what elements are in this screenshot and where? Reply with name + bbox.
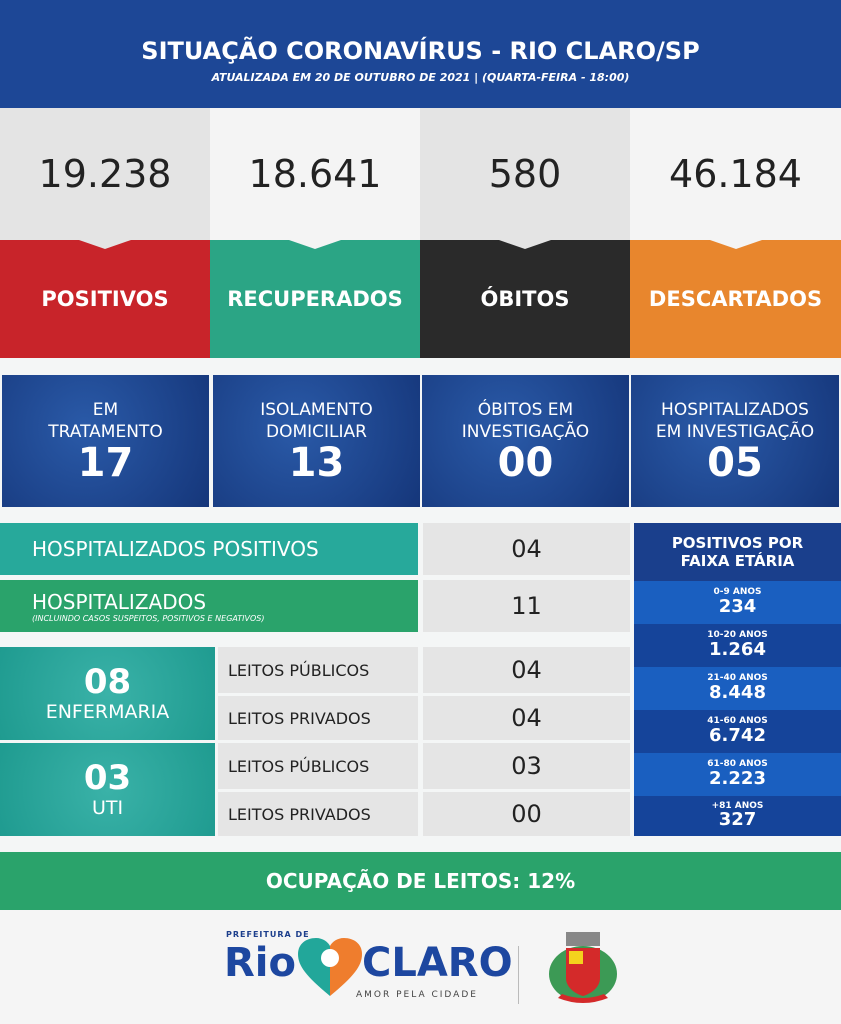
heart-pin-icon bbox=[298, 938, 362, 996]
logo-slogan: AMOR PELA CIDADE bbox=[356, 990, 478, 1000]
age-range: 21-40 ANOS bbox=[707, 673, 768, 684]
status-value: 13 bbox=[288, 440, 345, 487]
age-value: 234 bbox=[718, 595, 757, 617]
descartados-label: DESCARTADOS bbox=[630, 240, 841, 358]
ocupacao-leitos: OCUPAÇÃO DE LEITOS: 12% bbox=[0, 852, 841, 910]
status-label: TRATAMENTO bbox=[48, 422, 163, 442]
coat-of-arms-icon bbox=[549, 932, 617, 1003]
enfermaria-box: 08 ENFERMARIA bbox=[0, 647, 215, 740]
status-value: 17 bbox=[77, 440, 134, 487]
age-range: 0-9 ANOS bbox=[713, 587, 762, 598]
enf-leitos-privados-value: 04 bbox=[423, 696, 630, 740]
hosp-text: HOSPITALIZADOS bbox=[32, 589, 207, 614]
age-value: 6.742 bbox=[709, 724, 766, 746]
hosp-positivos-label: HOSPITALIZADOS POSITIVOS bbox=[0, 523, 418, 575]
age-range: 61-80 ANOS bbox=[707, 759, 768, 770]
status-label: EM bbox=[92, 399, 119, 420]
header: SITUAÇÃO CORONAVÍRUS - RIO CLARO/SP ATUA… bbox=[0, 0, 841, 108]
status-isolamento: ISOLAMENTO DOMICILIAR 13 bbox=[213, 375, 420, 507]
divider bbox=[518, 946, 519, 1004]
hosp-value: 11 bbox=[423, 580, 630, 632]
uti-leitos-publicos-label: LEITOS PÚBLICOS bbox=[218, 743, 418, 789]
positivos-label: POSITIVOS bbox=[0, 240, 210, 358]
logo-rio: Rio bbox=[224, 940, 296, 986]
status-label: HOSPITALIZADOS bbox=[661, 399, 809, 420]
hosp-note: (INCLUINDO CASOS SUSPEITOS, POSITIVOS E … bbox=[32, 613, 265, 623]
enf-leitos-publicos-label: LEITOS PÚBLICOS bbox=[218, 647, 418, 693]
age-group: 61-80 ANOS 2.223 bbox=[634, 753, 841, 796]
uti-total: 03 bbox=[83, 758, 132, 799]
hosp-label: HOSPITALIZADOS (INCLUINDO CASOS SUSPEITO… bbox=[0, 580, 418, 632]
uti-leitos-privados-label: LEITOS PRIVADOS bbox=[218, 792, 418, 836]
uti-leitos-privados-value: 00 bbox=[423, 792, 630, 836]
status-value: 00 bbox=[497, 440, 554, 487]
age-range: +81 ANOS bbox=[711, 800, 764, 811]
status-label: DOMICILIAR bbox=[266, 422, 367, 442]
status-label: ÓBITOS EM bbox=[477, 399, 574, 420]
status-label: INVESTIGAÇÃO bbox=[461, 422, 590, 442]
status-label: ISOLAMENTO bbox=[260, 399, 373, 420]
age-value: 327 bbox=[718, 809, 757, 831]
page-title: SITUAÇÃO CORONAVÍRUS - RIO CLARO/SP bbox=[141, 36, 700, 65]
recuperados-value: 18.641 bbox=[210, 108, 420, 240]
recuperados-label: RECUPERADOS bbox=[210, 240, 420, 358]
obitos-label: ÓBITOS bbox=[420, 240, 630, 358]
positivos-value: 19.238 bbox=[0, 108, 210, 240]
age-group: +81 ANOS 327 bbox=[634, 796, 841, 836]
uti-label: UTI bbox=[91, 796, 124, 819]
status-label: EM INVESTIGAÇÃO bbox=[655, 422, 815, 442]
card-recuperados: 18.641 RECUPERADOS bbox=[210, 108, 420, 358]
logo-claro: CLARO bbox=[362, 940, 513, 986]
age-group: 0-9 ANOS 234 bbox=[634, 581, 841, 624]
status-value: 05 bbox=[707, 440, 763, 487]
age-value: 1.264 bbox=[709, 638, 766, 660]
age-group: 41-60 ANOS 6.742 bbox=[634, 710, 841, 753]
age-group: 10-20 ANOS 1.264 bbox=[634, 624, 841, 667]
enfermaria-label: ENFERMARIA bbox=[45, 700, 170, 723]
obitos-value: 580 bbox=[420, 108, 630, 240]
card-descartados: 46.184 DESCARTADOS bbox=[630, 108, 841, 358]
age-range: 41-60 ANOS bbox=[707, 716, 768, 727]
age-title: POSITIVOS POR FAIXA ETÁRIA bbox=[634, 523, 841, 581]
age-range: 10-20 ANOS bbox=[707, 630, 768, 641]
status-hosp-investigacao: HOSPITALIZADOS EM INVESTIGAÇÃO 05 bbox=[631, 375, 839, 507]
card-positivos: 19.238 POSITIVOS bbox=[0, 108, 210, 358]
age-value: 2.223 bbox=[709, 767, 766, 789]
enf-leitos-publicos-value: 04 bbox=[423, 647, 630, 693]
age-group: 21-40 ANOS 8.448 bbox=[634, 667, 841, 710]
logo-prefeitura: PREFEITURA DE bbox=[226, 930, 310, 939]
status-em-tratamento: EM TRATAMENTO 17 bbox=[2, 375, 209, 507]
enfermaria-total: 08 bbox=[83, 662, 132, 703]
descartados-value: 46.184 bbox=[630, 108, 841, 240]
status-obitos-investigacao: ÓBITOS EM INVESTIGAÇÃO 00 bbox=[422, 375, 629, 507]
hosp-positivos-text: HOSPITALIZADOS POSITIVOS bbox=[32, 537, 319, 561]
hosp-positivos-value: 04 bbox=[423, 523, 630, 575]
uti-leitos-publicos-value: 03 bbox=[423, 743, 630, 789]
uti-box: 03 UTI bbox=[0, 743, 215, 836]
age-value: 8.448 bbox=[709, 681, 766, 703]
enf-leitos-privados-label: LEITOS PRIVADOS bbox=[218, 696, 418, 740]
update-date: ATUALIZADA EM 20 DE OUTUBRO DE 2021 | (Q… bbox=[211, 70, 630, 84]
footer: PREFEITURA DE Rio CLARO AMOR PELA CIDADE bbox=[0, 910, 841, 1024]
card-obitos: 580 ÓBITOS bbox=[420, 108, 630, 358]
